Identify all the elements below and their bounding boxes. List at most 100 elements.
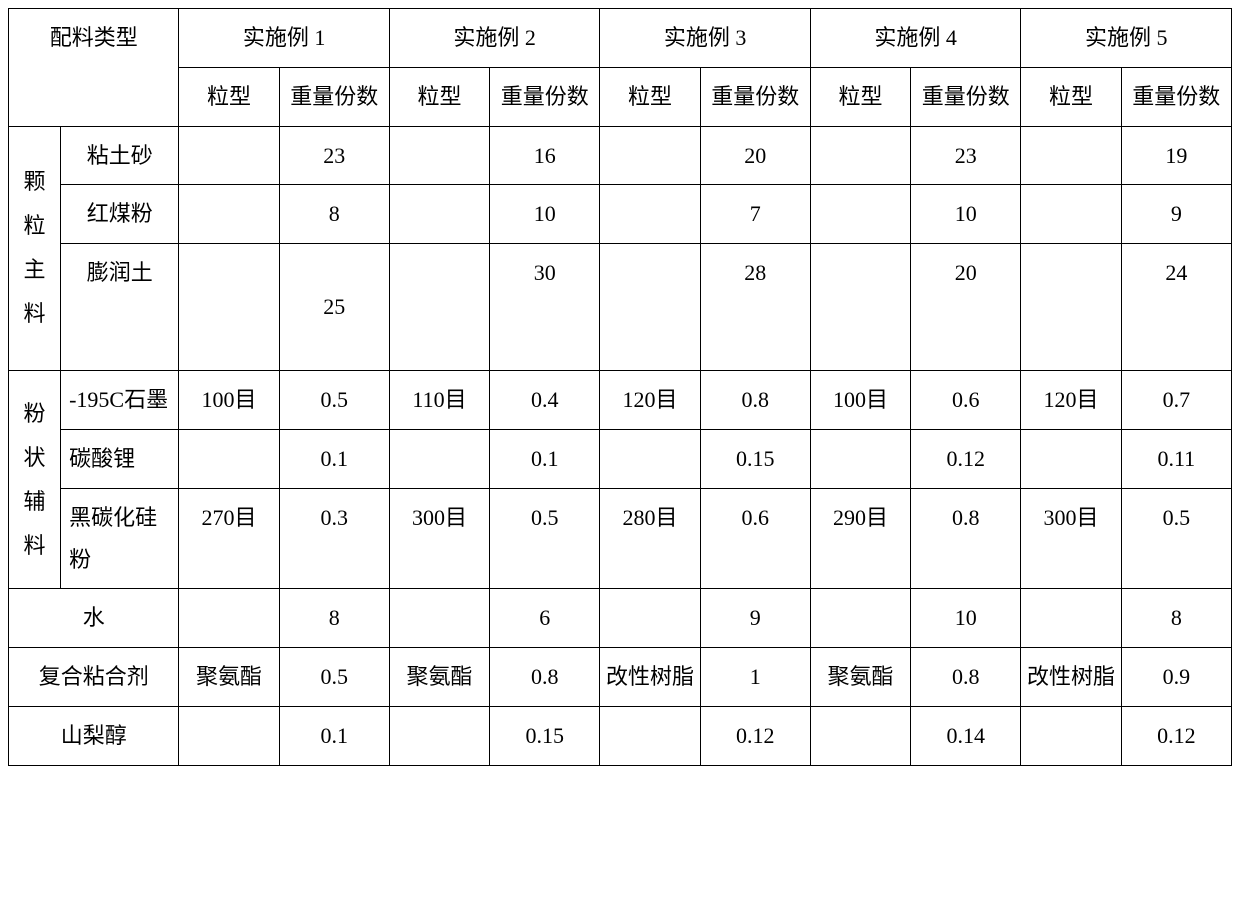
cell: 0.15 <box>490 706 600 765</box>
sub-wt-2: 重量份数 <box>490 67 600 126</box>
row-red-coal: 红煤粉 8 10 7 10 9 <box>9 185 1232 244</box>
cell: 10 <box>911 589 1021 648</box>
cell <box>810 126 910 185</box>
cell <box>179 706 279 765</box>
cell <box>600 126 700 185</box>
sub-lx-3: 粒型 <box>600 67 700 126</box>
header-row-2: 粒型 重量份数 粒型 重量份数 粒型 重量份数 粒型 重量份数 粒型 重量份数 <box>9 67 1232 126</box>
cell: 0.6 <box>911 371 1021 430</box>
cell: 10 <box>911 185 1021 244</box>
col-ingredient-type: 配料类型 <box>9 9 179 127</box>
cell <box>179 126 279 185</box>
cell: 聚氨酯 <box>389 648 489 707</box>
cell: 0.8 <box>700 371 810 430</box>
cell: 1 <box>700 648 810 707</box>
cell <box>1021 185 1121 244</box>
label-li-carbonate: 碳酸锂 <box>61 429 179 488</box>
row-graphite: 粉状辅料 -195C石墨 100目0.5 110目0.4 120目0.8 100… <box>9 371 1232 430</box>
cell: 0.5 <box>1121 488 1231 589</box>
cell: 24 <box>1121 244 1231 371</box>
sub-lx-5: 粒型 <box>1021 67 1121 126</box>
cell: 改性树脂 <box>1021 648 1121 707</box>
cell <box>810 706 910 765</box>
cell: 7 <box>700 185 810 244</box>
cell: 0.11 <box>1121 429 1231 488</box>
label-sorbitol: 山梨醇 <box>9 706 179 765</box>
cell: 120目 <box>1021 371 1121 430</box>
cell: 25 <box>279 244 389 371</box>
cell <box>1021 126 1121 185</box>
sub-wt-4: 重量份数 <box>911 67 1021 126</box>
sub-wt-3: 重量份数 <box>700 67 810 126</box>
sub-wt-1: 重量份数 <box>279 67 389 126</box>
row-clay-sand: 颗粒主料 粘土砂 23 16 20 23 19 <box>9 126 1232 185</box>
row-li-carbonate: 碳酸锂 0.1 0.1 0.15 0.12 0.11 <box>9 429 1232 488</box>
cell: 270目 <box>179 488 279 589</box>
cell: 9 <box>700 589 810 648</box>
cell <box>1021 589 1121 648</box>
ingredients-table: 配料类型 实施例 1 实施例 2 实施例 3 实施例 4 实施例 5 粒型 重量… <box>8 8 1232 766</box>
cell <box>179 244 279 371</box>
cell: 0.8 <box>911 648 1021 707</box>
cell: 0.1 <box>490 429 600 488</box>
cell <box>600 429 700 488</box>
row-sorbitol: 山梨醇 0.1 0.15 0.12 0.14 0.12 <box>9 706 1232 765</box>
cell: 23 <box>279 126 389 185</box>
cell <box>179 185 279 244</box>
cell: 0.14 <box>911 706 1021 765</box>
label-graphite: -195C石墨 <box>61 371 179 430</box>
cell <box>389 706 489 765</box>
cell: 16 <box>490 126 600 185</box>
cell: 23 <box>911 126 1021 185</box>
cell <box>810 429 910 488</box>
cell: 0.1 <box>279 429 389 488</box>
cell: 20 <box>700 126 810 185</box>
cell <box>600 706 700 765</box>
cell: 0.8 <box>911 488 1021 589</box>
cell <box>389 429 489 488</box>
cell <box>600 185 700 244</box>
cell <box>600 589 700 648</box>
cell: 100目 <box>810 371 910 430</box>
cell: 6 <box>490 589 600 648</box>
label-binder: 复合粘合剂 <box>9 648 179 707</box>
cell: 20 <box>911 244 1021 371</box>
cell: 0.8 <box>490 648 600 707</box>
cell: 0.12 <box>1121 706 1231 765</box>
cell: 9 <box>1121 185 1231 244</box>
cell: 0.12 <box>700 706 810 765</box>
cell: 30 <box>490 244 600 371</box>
cell: 8 <box>1121 589 1231 648</box>
cell <box>389 589 489 648</box>
sub-lx-1: 粒型 <box>179 67 279 126</box>
cell <box>810 185 910 244</box>
cell <box>389 126 489 185</box>
cell: 8 <box>279 589 389 648</box>
sub-lx-4: 粒型 <box>810 67 910 126</box>
label-clay-sand: 粘土砂 <box>61 126 179 185</box>
cell: 改性树脂 <box>600 648 700 707</box>
cell: 100目 <box>179 371 279 430</box>
cell: 聚氨酯 <box>179 648 279 707</box>
col-example-4: 实施例 4 <box>810 9 1021 68</box>
cell <box>600 244 700 371</box>
cell: 0.4 <box>490 371 600 430</box>
cell: 0.5 <box>279 648 389 707</box>
cell: 0.15 <box>700 429 810 488</box>
cell <box>389 185 489 244</box>
col-example-2: 实施例 2 <box>389 9 600 68</box>
col-example-3: 实施例 3 <box>600 9 811 68</box>
cell: 10 <box>490 185 600 244</box>
cell <box>1021 244 1121 371</box>
col-example-1: 实施例 1 <box>179 9 390 68</box>
group-granular-main: 颗粒主料 <box>9 126 61 371</box>
cell: 0.9 <box>1121 648 1231 707</box>
label-water: 水 <box>9 589 179 648</box>
sub-lx-2: 粒型 <box>389 67 489 126</box>
cell: 300目 <box>389 488 489 589</box>
group-powder-aux: 粉状辅料 <box>9 371 61 589</box>
cell <box>1021 706 1121 765</box>
cell <box>810 589 910 648</box>
cell: 28 <box>700 244 810 371</box>
label-bentonite: 膨润土 <box>61 244 179 371</box>
